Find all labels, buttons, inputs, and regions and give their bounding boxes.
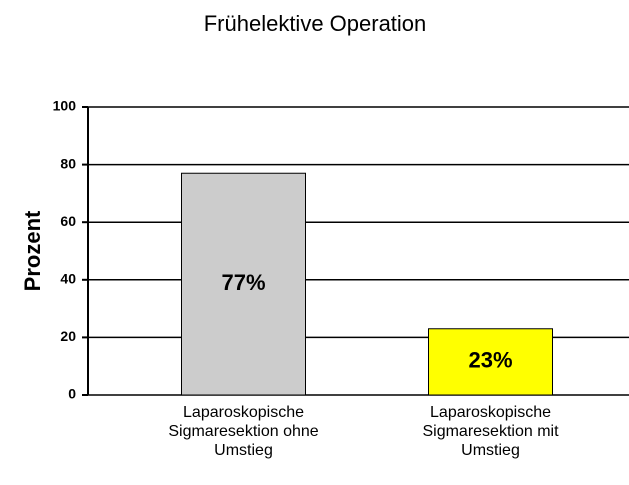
- y-tick-label: 20: [60, 328, 76, 344]
- y-tick-label: 40: [60, 271, 76, 287]
- value-label: 77%: [221, 270, 265, 295]
- y-tick-label: 60: [60, 213, 76, 229]
- bar: [428, 328, 553, 396]
- x-tick-label: Laparoskopische Sigmaresektion ohne Umst…: [168, 404, 319, 459]
- y-axis-label: Prozent: [20, 210, 45, 291]
- bar: [181, 172, 306, 396]
- x-tick-label: Laparoskopische Sigmaresektion mit Umsti…: [422, 404, 559, 459]
- y-tick-label: 0: [68, 386, 76, 402]
- value-label: 23%: [468, 348, 512, 373]
- y-tick-label: 100: [53, 98, 77, 114]
- chart-title: Frühelektive Operation: [204, 11, 427, 36]
- y-tick-label: 80: [60, 155, 76, 171]
